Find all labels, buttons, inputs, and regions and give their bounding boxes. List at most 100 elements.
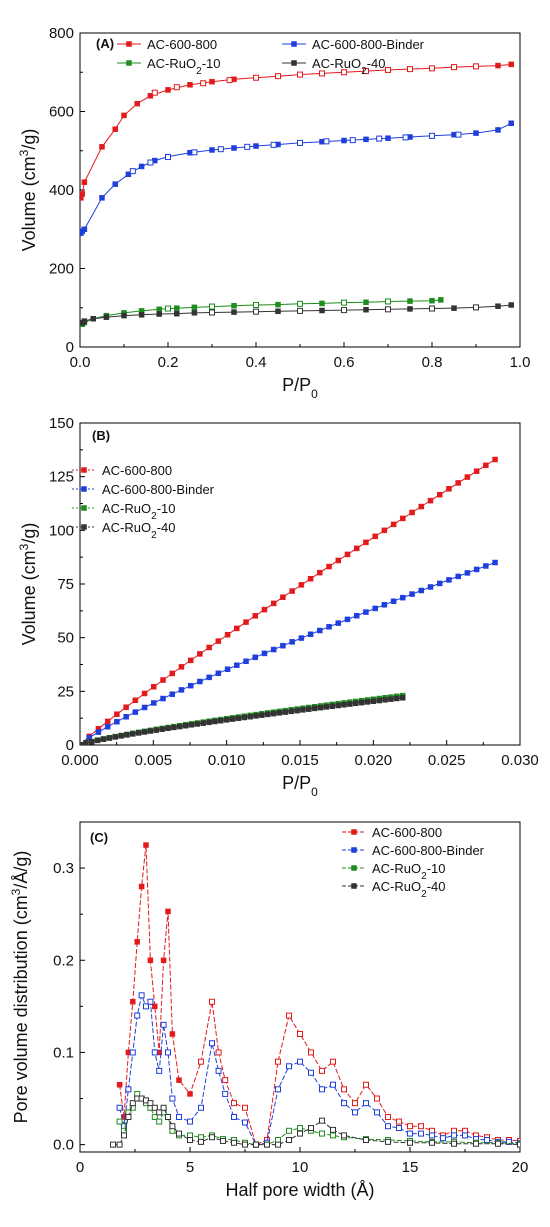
data-point [508, 302, 514, 308]
data-point [235, 715, 242, 722]
data-point [495, 127, 501, 133]
data-point [352, 1109, 358, 1116]
data-point [344, 551, 351, 558]
y-tick-label: 100 [49, 522, 74, 539]
series-4 [110, 1095, 520, 1148]
data-point [182, 722, 189, 729]
data-point [319, 1086, 325, 1093]
data-point [363, 609, 369, 615]
desorption-point [376, 135, 383, 142]
desorption-point [473, 63, 479, 70]
data-point [153, 727, 160, 733]
desorption-point [253, 74, 259, 81]
data-point [116, 1141, 123, 1148]
data-point [151, 683, 157, 690]
data-point [275, 308, 281, 315]
data-point [374, 1109, 380, 1116]
data-point [176, 723, 183, 730]
data-point [363, 1081, 369, 1088]
data-point [135, 730, 142, 736]
data-point [187, 82, 193, 88]
data-point [231, 1139, 237, 1146]
plot-area [80, 456, 498, 745]
series-2 [80, 559, 498, 745]
panel-label: (C) [90, 830, 108, 845]
data-point [329, 703, 336, 709]
data-point [141, 729, 148, 735]
data-point [212, 718, 218, 725]
data-point [297, 1058, 303, 1065]
data-point [270, 710, 277, 717]
data-point [289, 588, 295, 594]
desorption-point [226, 77, 233, 84]
series-4 [80, 302, 514, 326]
data-point [147, 998, 154, 1005]
data-point [114, 711, 120, 717]
data-point [464, 474, 471, 480]
data-point [261, 650, 268, 657]
data-point [200, 720, 206, 726]
data-point [94, 737, 101, 744]
data-point [169, 1031, 176, 1037]
data-point [492, 456, 498, 463]
legend-marker [351, 829, 357, 835]
y-tick-label: 0 [66, 737, 74, 754]
data-point [138, 883, 145, 890]
data-point [400, 515, 406, 522]
data-point [209, 1134, 215, 1141]
data-point [326, 563, 332, 570]
data-point [83, 740, 89, 745]
data-point [335, 557, 342, 564]
data-point [143, 1003, 149, 1010]
x-tick-label: 5 [186, 1159, 194, 1176]
data-point [495, 1140, 501, 1147]
data-point [147, 957, 154, 964]
data-point [132, 697, 139, 704]
data-point [194, 721, 201, 727]
data-point [215, 1049, 222, 1056]
data-point [215, 638, 222, 644]
data-point [151, 700, 157, 706]
data-point [169, 1123, 176, 1130]
data-point [81, 179, 88, 185]
series-1 [80, 61, 514, 201]
data-point [99, 144, 105, 150]
y-tick-label: 0.0 [53, 1137, 74, 1154]
data-point [508, 61, 514, 68]
legend-marker [81, 505, 87, 511]
data-point [400, 594, 406, 601]
desorption-point [200, 80, 207, 87]
desorption-point [209, 309, 215, 316]
data-point [152, 1003, 158, 1010]
data-point [270, 600, 277, 607]
data-point [121, 112, 127, 119]
data-point [224, 631, 231, 638]
x-axis-label: Half pore width (Å) [225, 1180, 374, 1200]
data-point [446, 486, 452, 492]
series-1 [80, 456, 498, 745]
panel-label: (B) [92, 428, 110, 443]
series-2 [80, 120, 514, 236]
data-point [160, 1021, 167, 1028]
data-point [243, 619, 249, 625]
x-axis-label: P/P0 [282, 375, 318, 401]
desorption-point [270, 141, 277, 148]
data-point [156, 1109, 163, 1116]
desorption-point [429, 305, 435, 312]
data-point [381, 602, 388, 608]
data-point [231, 1113, 237, 1120]
legend-label: AC-600-800 [102, 463, 172, 478]
data-point [242, 1141, 248, 1148]
data-point [363, 1137, 369, 1144]
data-point [198, 1058, 204, 1065]
data-point [326, 624, 332, 630]
data-point [297, 1125, 303, 1132]
y-tick-label: 600 [49, 104, 74, 121]
data-point [341, 702, 347, 708]
legend-marker [126, 41, 132, 47]
data-point [409, 591, 415, 597]
data-point [197, 678, 203, 685]
desorption-point [341, 69, 347, 76]
data-point [141, 690, 148, 697]
